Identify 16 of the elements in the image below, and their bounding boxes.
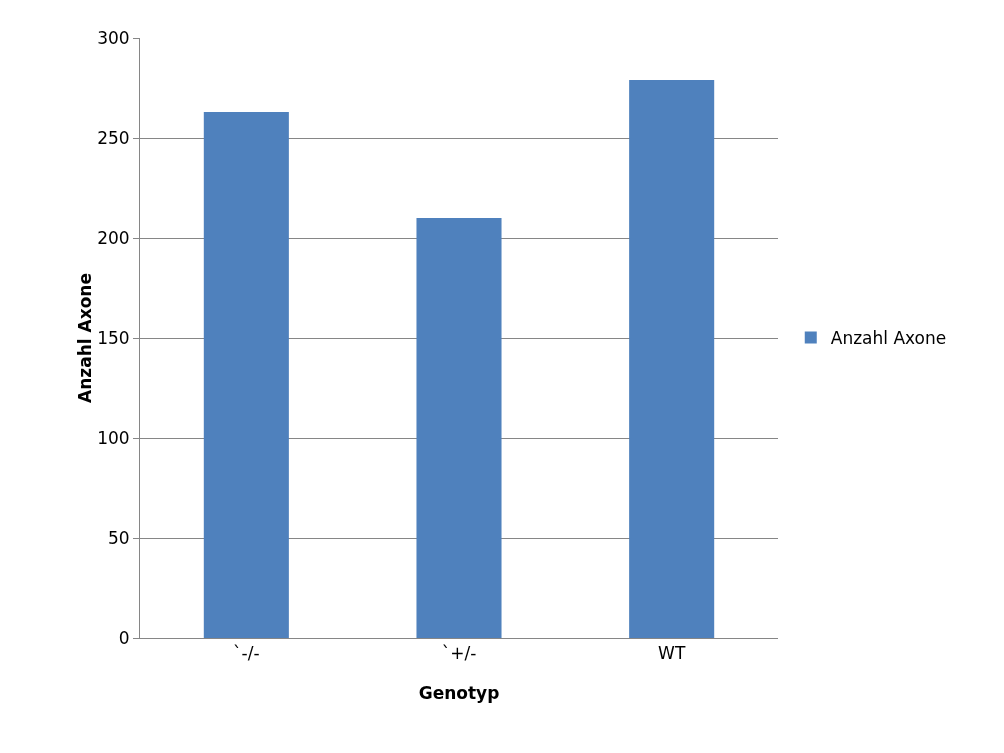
- bar: [629, 80, 715, 638]
- y-tick-label: 100: [97, 427, 130, 448]
- y-tick-label: 150: [97, 327, 130, 348]
- x-tick-label: `-/-: [233, 643, 260, 664]
- y-tick-label: 200: [97, 227, 130, 248]
- y-tick-label: 0: [118, 627, 130, 648]
- x-tick-label: WT: [658, 643, 686, 664]
- y-tick-label: 50: [107, 527, 130, 548]
- y-tick-label: 300: [97, 27, 130, 48]
- x-tick-label: `+/-: [441, 643, 477, 664]
- x-axis-title: Genotyp: [418, 683, 500, 703]
- legend-label: Anzahl Axone: [830, 328, 947, 349]
- y-axis-title: Anzahl Axone: [75, 273, 96, 403]
- bar: [416, 218, 502, 638]
- bar: [203, 112, 289, 638]
- y-tick-label: 250: [97, 127, 130, 148]
